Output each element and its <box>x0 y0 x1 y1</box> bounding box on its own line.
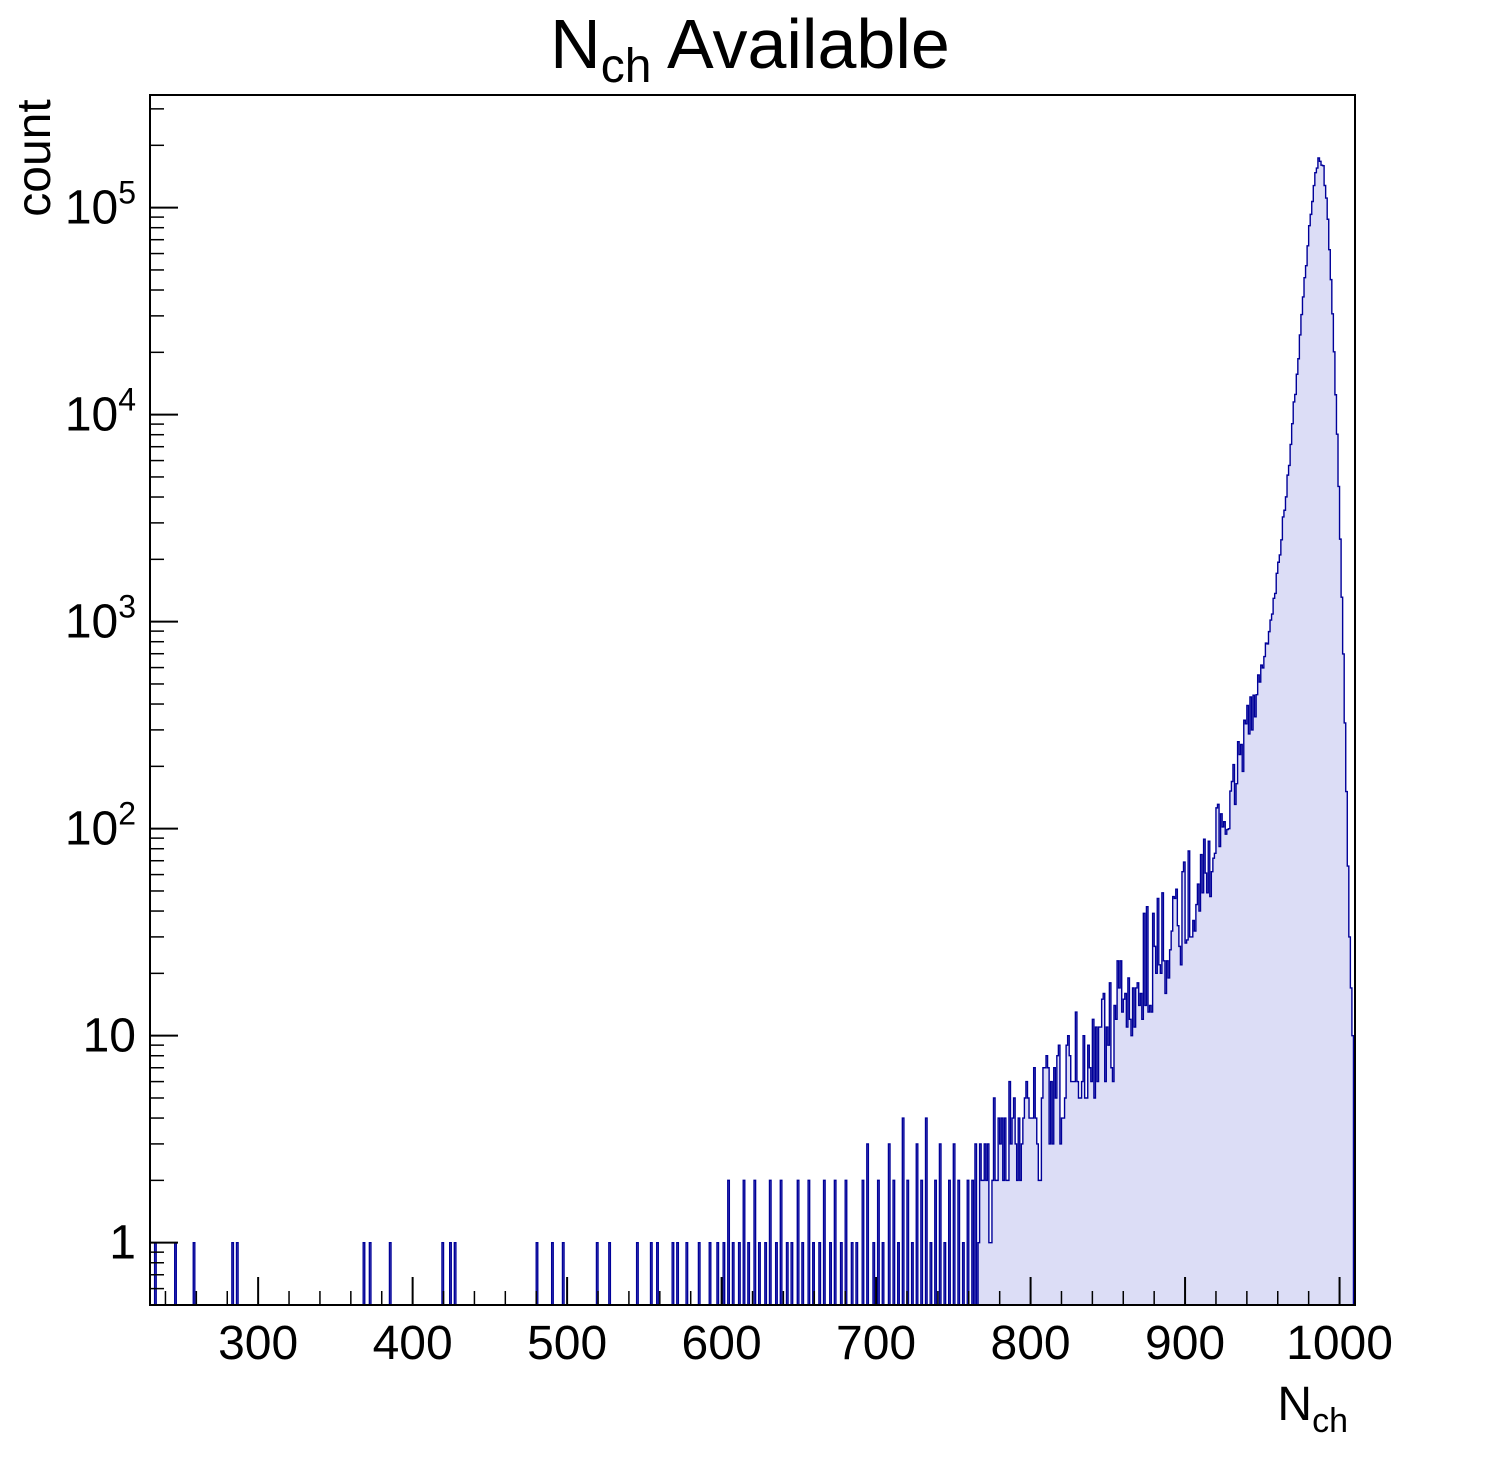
y-tick-label-base: 10 <box>65 182 118 235</box>
x-tick-label: 900 <box>1145 1317 1225 1370</box>
y-tick-label-base: 10 <box>65 596 118 649</box>
x-tick-label: 800 <box>991 1317 1071 1370</box>
x-axis-title: Nch <box>1277 1378 1348 1440</box>
y-tick-label-exponent: 4 <box>118 382 136 418</box>
x-tick-label: 700 <box>836 1317 916 1370</box>
y-tick-label: 10 <box>83 1010 136 1063</box>
y-tick-label: 1 <box>109 1217 136 1270</box>
histogram-fill <box>150 157 1355 1306</box>
y-tick-label-exponent: 5 <box>118 175 136 211</box>
x-tick-label: 300 <box>218 1317 298 1370</box>
chart-title-sub: ch <box>601 40 652 93</box>
y-tick-label-base: 10 <box>65 389 118 442</box>
y-tick-label-base: 10 <box>65 803 118 856</box>
y-tick-label-exponent: 2 <box>118 796 136 832</box>
x-axis-title-main: N <box>1277 1378 1312 1431</box>
x-tick-label: 500 <box>527 1317 607 1370</box>
chart-title-rest: Available <box>651 5 949 83</box>
x-tick-label: 600 <box>682 1317 762 1370</box>
x-tick-label: 1000 <box>1286 1317 1393 1370</box>
y-tick-label: 104 <box>65 382 136 442</box>
y-axis-title: count <box>8 99 61 216</box>
x-tick-label: 400 <box>373 1317 453 1370</box>
chart-title-main: N <box>550 5 601 83</box>
x-axis-title-sub: ch <box>1312 1402 1348 1440</box>
y-tick-label: 102 <box>65 796 136 856</box>
y-tick-label-exponent: 3 <box>118 589 136 625</box>
y-tick-label: 103 <box>65 589 136 649</box>
y-tick-label: 105 <box>65 175 136 235</box>
chart-title: Nch Available <box>550 5 950 93</box>
